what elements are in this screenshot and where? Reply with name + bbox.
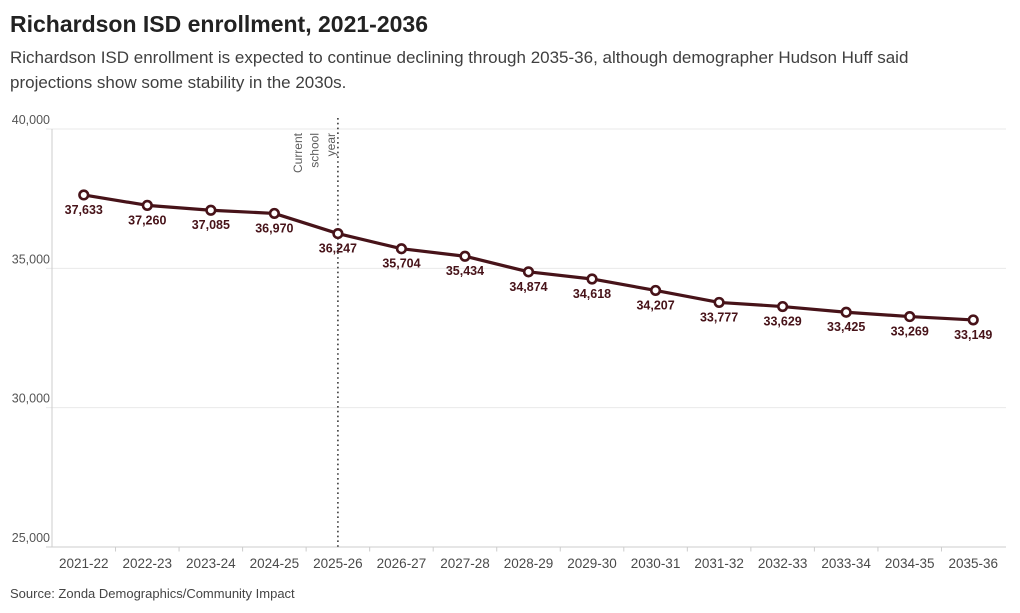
y-axis-tick-label: 40,000 <box>12 113 50 127</box>
data-point <box>904 310 916 323</box>
data-point <box>332 227 344 240</box>
current-year-annotation-label: school <box>307 133 321 168</box>
data-point <box>649 284 662 297</box>
current-year-annotation-label: year <box>324 133 338 156</box>
x-axis-tick-label: 2022-23 <box>123 556 173 571</box>
data-point-label: 33,149 <box>954 328 992 342</box>
x-axis-tick-label: 2033-34 <box>821 556 871 571</box>
x-axis-tick-label: 2031-32 <box>694 556 744 571</box>
data-point <box>586 273 598 285</box>
data-point <box>713 296 725 309</box>
data-point <box>459 250 471 262</box>
data-point <box>840 306 852 318</box>
data-point <box>395 243 408 255</box>
data-point <box>777 300 789 313</box>
y-axis-tick-label: 35,000 <box>12 252 50 266</box>
data-point-label: 37,085 <box>192 218 230 232</box>
x-axis-tick-label: 2024-25 <box>250 556 300 571</box>
data-point-label: 37,260 <box>128 213 166 227</box>
x-axis-tick-label: 2021-22 <box>59 556 109 571</box>
x-axis-tick-label: 2026-27 <box>377 556 427 571</box>
x-axis-tick-label: 2032-33 <box>758 556 808 571</box>
enrollment-series-line <box>82 193 975 322</box>
data-point-label: 33,777 <box>700 310 738 324</box>
chart-header: Richardson ISD enrollment, 2021-2036 Ric… <box>10 10 1010 95</box>
y-axis-tick-label: 30,000 <box>12 392 50 406</box>
data-point <box>967 314 979 326</box>
source-note: Source: Zonda Demographics/Community Imp… <box>10 586 295 601</box>
x-axis-tick-label: 2025-26 <box>313 556 363 571</box>
data-point-label: 36,247 <box>319 242 357 256</box>
data-point-label: 34,618 <box>573 287 611 301</box>
x-axis-tick-label: 2028-29 <box>504 556 554 571</box>
data-point-label: 34,207 <box>636 298 674 312</box>
x-axis-tick-label: 2023-24 <box>186 556 236 571</box>
data-point <box>205 204 217 216</box>
data-point <box>78 189 90 201</box>
y-axis-tick-label: 25,000 <box>12 531 50 545</box>
x-axis-tick-label: 2027-28 <box>440 556 490 571</box>
data-point <box>522 266 535 278</box>
data-point-label: 35,704 <box>382 257 420 271</box>
data-point <box>268 207 280 220</box>
chart-title: Richardson ISD enrollment, 2021-2036 <box>10 11 428 37</box>
x-axis-tick-label: 2034-35 <box>885 556 935 571</box>
data-point <box>141 199 153 211</box>
data-point-label: 34,874 <box>509 280 547 294</box>
current-year-annotation-label: Current <box>291 132 305 173</box>
data-point-label: 36,970 <box>255 221 293 235</box>
x-axis-tick-label: 2029-30 <box>567 556 617 571</box>
data-point-label: 35,434 <box>446 264 484 278</box>
data-point-label: 33,425 <box>827 320 865 334</box>
data-point-label: 33,629 <box>764 315 802 329</box>
x-axis-tick-label: 2035-36 <box>948 556 998 571</box>
data-point-label: 33,269 <box>891 325 929 339</box>
x-axis-tick-label: 2030-31 <box>631 556 681 571</box>
chart-subtitle: Richardson ISD enrollment is expected to… <box>10 48 909 92</box>
data-point-label: 37,633 <box>65 203 103 217</box>
